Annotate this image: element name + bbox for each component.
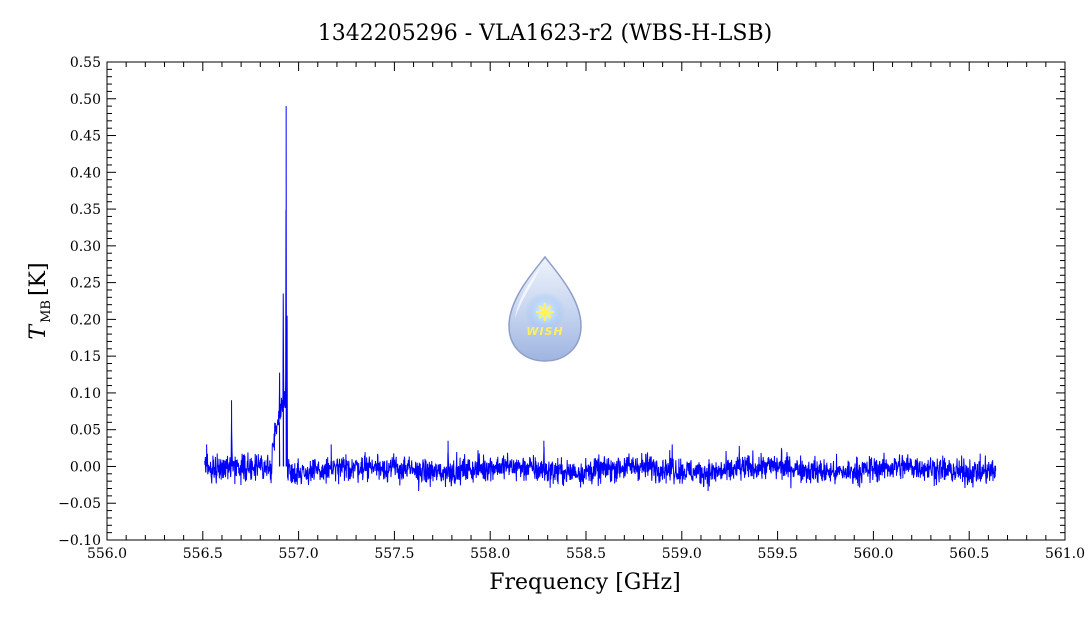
y-tick-labels: −0.10 −0.05 0.00 0.05 0.10 0.15 0.20 0.25 0.30 0.…: [58, 55, 101, 549]
svg-text:TMB[K]: TMB [K]: [26, 262, 54, 339]
x-tick-label: 559.5: [758, 546, 798, 562]
y-tick-label: −0.05: [58, 496, 101, 512]
y-tick-label: 0.50: [70, 92, 101, 108]
x-tick-label: 559.0: [662, 546, 702, 562]
star-icon: [536, 303, 554, 321]
x-tick-label: 557.0: [279, 546, 319, 562]
x-axis-label: Frequency [GHz]: [489, 570, 681, 595]
y-tick-label: 0.45: [70, 129, 101, 145]
x-tick-label: 560.5: [949, 546, 989, 562]
y-axis-label-sub: MB: [39, 300, 54, 323]
y-tick-label: 0.15: [70, 349, 101, 365]
y-tick-label: 0.20: [70, 312, 101, 328]
y-tick-label: 0.10: [70, 386, 101, 402]
x-tick-labels: 556.0 556.5 557.0 557.5 558.0 558.5 559.0 559.5…: [87, 546, 1085, 562]
x-tick-label: 556.0: [87, 546, 127, 562]
x-tick-label: 558.5: [566, 546, 606, 562]
y-tick-label: 0.05: [70, 423, 101, 439]
y-tick-label: 0.35: [70, 202, 101, 218]
plot-frame: [106, 61, 1066, 541]
x-tick-label: 561.0: [1045, 546, 1085, 562]
y-axis-label-unit: [K]: [26, 262, 51, 296]
y-tick-label: 0.40: [70, 165, 101, 181]
axis-ticks: [106, 61, 1066, 541]
wish-logo: WISH: [508, 255, 582, 362]
logo-text: WISH: [526, 325, 563, 338]
y-axis-label-main: T: [26, 323, 51, 340]
x-tick-label: 558.0: [470, 546, 510, 562]
y-tick-label: −0.10: [58, 533, 101, 549]
y-tick-label: 0.25: [70, 276, 101, 292]
y-tick-label: 0.30: [70, 239, 101, 255]
spectrum-series-line: [204, 106, 997, 492]
chart-title: 1342205296 - VLA1623-r2 (WBS-H-LSB): [318, 21, 772, 46]
x-tick-label: 560.0: [853, 546, 893, 562]
x-tick-label: 556.5: [183, 546, 223, 562]
y-axis-label: TMB [K]: [26, 262, 54, 339]
x-tick-label: 557.5: [374, 546, 414, 562]
y-tick-label: 0.00: [70, 459, 101, 475]
y-tick-label: 0.55: [70, 55, 101, 71]
